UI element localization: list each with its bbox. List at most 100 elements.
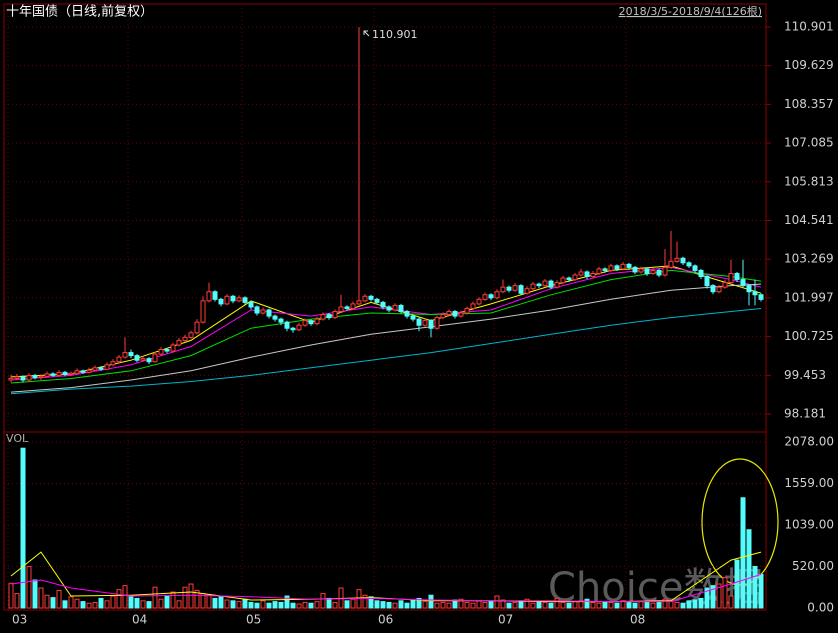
candle-body [374,298,380,303]
volume-bar [740,497,746,609]
volume-moving-average [10,551,762,603]
volume-bar [506,602,512,609]
volume-bar [470,602,476,609]
volume-bar [92,601,98,609]
candle-body [284,321,290,329]
volume-bar [266,602,272,609]
volume-bar [344,600,350,609]
volume-bar [398,600,404,609]
candle-body [356,300,362,305]
vol-tick-label: 2078.00 [784,434,834,448]
candle-body [554,282,560,288]
volume-bar [620,600,626,609]
volume-bar [632,602,638,609]
volume-bar [236,601,242,609]
candle-body [38,375,44,379]
candle-body [158,349,164,355]
volume-bar [476,600,482,609]
volume-bar [296,603,302,609]
candle-body [122,352,128,358]
candle-body [140,358,146,361]
candle-body [716,286,722,293]
candle-body [362,295,368,302]
candle-body [206,291,212,302]
candle-body [218,298,224,305]
volume-bar [446,602,452,609]
candle-body [752,291,758,296]
candle-body [626,263,632,268]
volume-bar [716,583,722,609]
candle-body [548,280,554,288]
candle-body [668,260,674,268]
candle-body [638,268,644,273]
volume-bar [548,602,554,609]
volume-bar [464,601,470,609]
y-tick-label: 101.997 [784,290,834,304]
volume-bar [326,597,332,609]
volume-bar [56,589,62,609]
candle-body [410,315,416,320]
candle-body [32,374,38,379]
candle-body [380,301,386,308]
candle-body [338,306,344,313]
volume-bar [14,593,20,609]
y-tick-label: 107.085 [784,136,834,150]
candle-body [248,301,254,308]
volume-bar [524,598,530,609]
volume-bar [560,601,566,609]
candle-body [302,320,308,326]
candle-body [404,311,410,317]
candle-body [146,358,152,363]
volume-bar [572,601,578,609]
candle-body [704,276,710,287]
candle-body [128,352,134,357]
volume-bar [386,601,392,609]
candle-body [350,303,356,309]
candle-body [500,286,506,293]
candle-body [470,303,476,309]
candle-body [260,309,266,314]
vol-tick-label: 520.00 [792,559,834,573]
candle-body [134,355,140,361]
candle-body [518,285,524,294]
volume-bar [638,601,644,609]
candle-body [236,297,242,302]
candle-body [662,266,668,276]
candle-body [524,288,530,294]
highlight-ellipse [701,458,779,586]
x-tick-label: 07 [498,613,513,627]
y-tick-label: 100.725 [784,329,834,343]
volume-bar [320,593,326,609]
candle-body [584,271,590,278]
candle-body [602,268,608,271]
volume-bar [434,602,440,609]
volume-bar [614,602,620,609]
volume-bar [104,600,110,609]
volume-bar [26,565,32,609]
volume-bar [20,447,26,609]
y-tick-label: 109.629 [784,58,834,72]
candle-body [86,369,92,373]
candle-body [314,318,320,325]
volume-bar [458,598,464,609]
volume-bar [698,597,704,609]
candle-body [452,311,458,317]
y-tick-label: 104.541 [784,213,834,227]
candle-body [494,291,500,299]
volume-bar [128,596,134,609]
volume-bar [428,594,434,609]
volume-bar [188,583,194,609]
volume-bar [686,600,692,609]
volume-bar [518,600,524,609]
candle-body [536,283,542,287]
volume-bar [164,595,170,609]
volume-bar [170,591,176,609]
candle-body [734,272,740,281]
candle-body [50,373,56,376]
volume-bar [734,559,740,609]
vol-tick-label: 0.00 [807,601,834,615]
volume-bar [140,600,146,609]
x-tick-label: 05 [246,613,261,627]
volume-bar [212,597,218,609]
